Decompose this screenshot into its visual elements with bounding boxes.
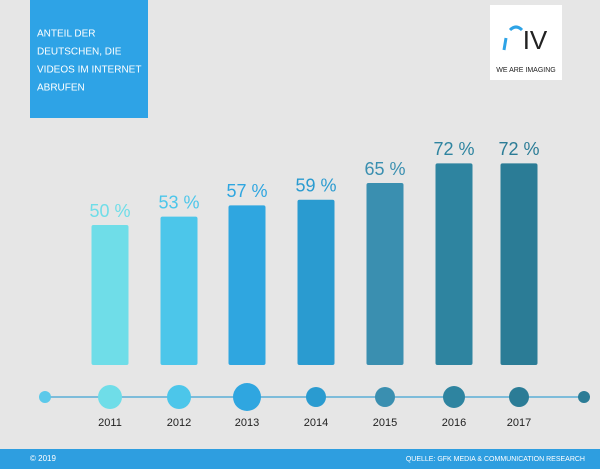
logo-symbol [502,25,524,51]
x-tick-label: 2011 [98,417,122,429]
bar [500,163,538,365]
value-label: 50 % [89,201,130,221]
x-tick-label: 2012 [167,417,191,429]
x-tick-label: 2013 [235,417,259,429]
bar [91,225,129,365]
x-tick-label: 2017 [507,417,531,429]
title-line: ABRUFEN [37,83,85,94]
timeline-end [578,391,590,403]
timeline-dot [306,387,326,407]
bar [297,199,335,365]
timeline-dot [233,383,261,411]
timeline-dot [443,386,465,408]
source: QUELLE: GFK MEDIA & COMMUNICATION RESEAR… [406,456,585,463]
logo-mark: IV [523,25,548,55]
bar [366,183,404,365]
value-label: 65 % [364,159,405,179]
bar [160,216,198,365]
title: ANTEIL DER DEUTSCHEN, DIE VIDEOS IM INTERN… [37,29,141,94]
copyright: © 2019 [30,454,56,463]
x-tick-label: 2015 [373,417,397,429]
timeline-dot [98,385,122,409]
logo-box [490,5,562,80]
value-label: 57 % [226,181,267,201]
bar [435,163,473,365]
bar [228,205,266,365]
value-label: 72 % [433,139,474,159]
x-tick-label: 2016 [442,417,466,429]
title-line: DEUTSCHEN, DIE [37,47,122,58]
timeline-end [39,391,51,403]
value-label: 72 % [498,139,539,159]
timeline-dot [375,387,395,407]
title-box [30,0,148,118]
timeline-dot [509,387,529,407]
value-label: 53 % [158,192,199,212]
title-line: VIDEOS IM INTERNET [37,65,141,76]
timeline-dot [167,385,191,409]
value-label: 59 % [295,176,336,196]
title-line: ANTEIL DER [37,29,96,40]
x-tick-label: 2014 [304,417,328,429]
logo-tagline: WE ARE IMAGING [496,67,556,74]
footer [0,449,600,469]
